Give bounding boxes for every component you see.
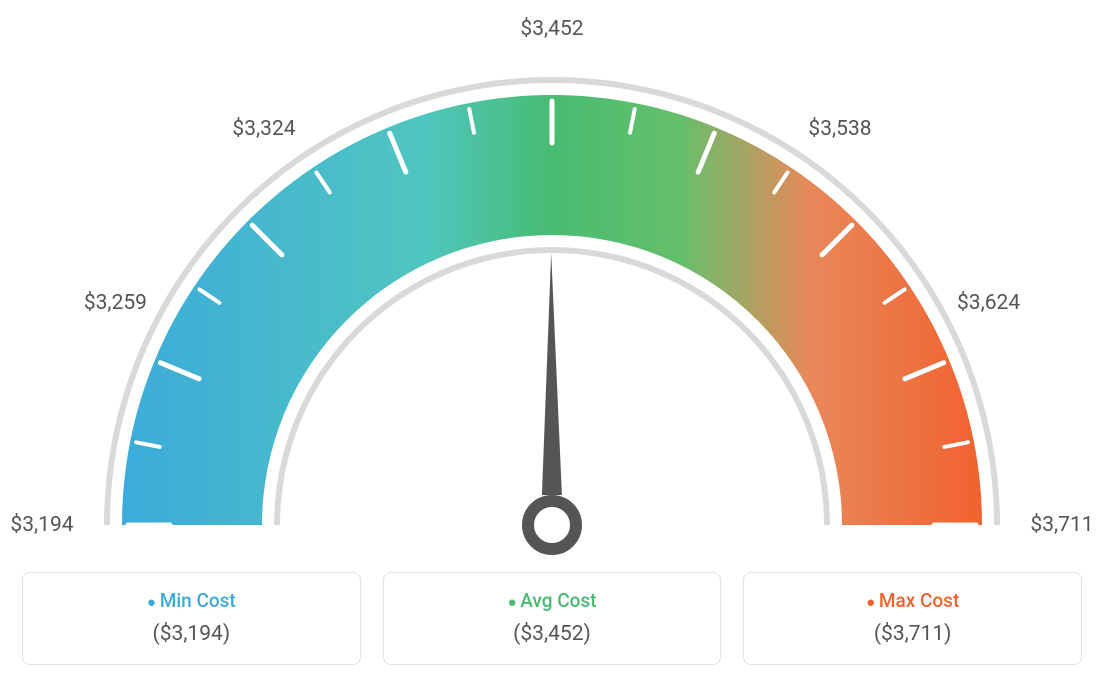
legend-avg-title: Avg Cost: [394, 589, 711, 612]
legend-min-title: Min Cost: [33, 589, 350, 612]
legend-min-card: Min Cost ($3,194): [22, 572, 361, 665]
gauge-scale-label: $3,324: [232, 117, 295, 141]
gauge-scale-label: $3,452: [520, 17, 583, 41]
gauge-scale-label: $3,538: [808, 117, 871, 141]
gauge-scale-label: $3,711: [1030, 513, 1093, 537]
legend-row: Min Cost ($3,194) Avg Cost ($3,452) Max …: [22, 572, 1082, 665]
legend-max-card: Max Cost ($3,711): [743, 572, 1082, 665]
legend-min-value: ($3,194): [33, 622, 350, 646]
cost-gauge: $3,194$3,259$3,324$3,452$3,538$3,624$3,7…: [22, 20, 1082, 560]
gauge-scale-label: $3,624: [957, 291, 1020, 315]
legend-max-title: Max Cost: [754, 589, 1071, 612]
gauge-scale-label: $3,259: [84, 291, 147, 315]
legend-avg-card: Avg Cost ($3,452): [383, 572, 722, 665]
legend-avg-value: ($3,452): [394, 622, 711, 646]
legend-max-value: ($3,711): [754, 622, 1071, 646]
gauge-svg: [22, 20, 1082, 560]
gauge-scale-label: $3,194: [10, 513, 73, 537]
